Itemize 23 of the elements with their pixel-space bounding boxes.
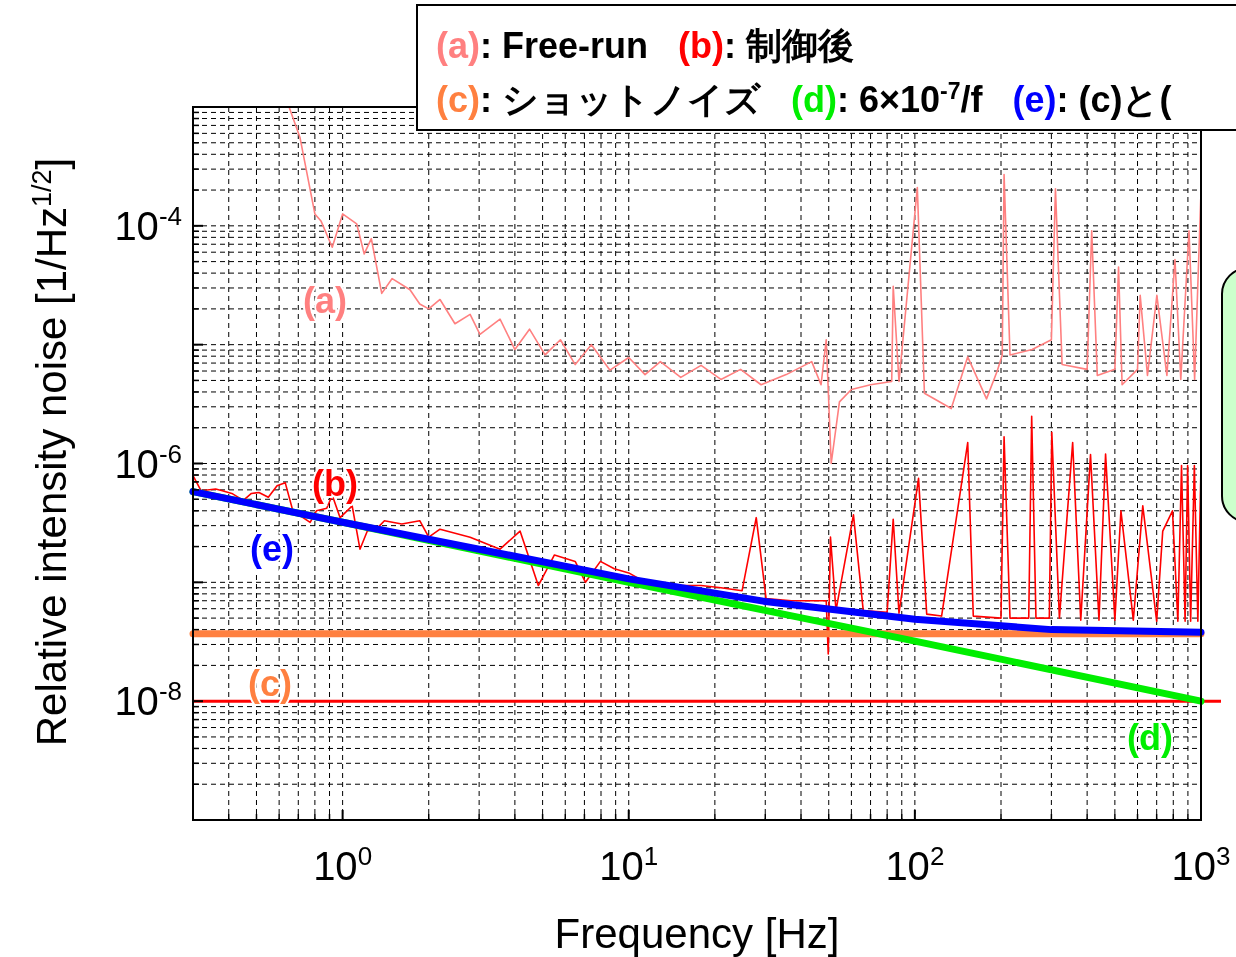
x-tick-label: 10$^{0}$ [313,841,373,888]
text: (c) [436,79,480,120]
annotation: (e) [250,528,294,569]
x-axis-title: Frequency [Hz] [554,910,840,957]
x-tick-label: 10$^{1}$ [599,841,659,888]
annotation: : 6×10$^{-7}$/f [836,78,984,120]
text: : Free-run [480,25,649,66]
annotation: : ショットノイズ [480,79,762,120]
text: (a) [436,25,480,66]
y-tick-label: 10$^{-4}$ [114,200,182,248]
x-tick-label: 10$^{2}$ [885,841,945,888]
text: (e) [1012,79,1057,120]
x-tick-label: 10$^{3}$ [1171,841,1231,888]
annotation: (b) [312,463,358,504]
y-tick-label: 10$^{-8}$ [114,676,182,724]
annotation: (c) [248,663,292,704]
text: (b) [678,25,724,66]
annotation: (a) [303,280,347,321]
annotation: : (c)と( [1056,79,1172,120]
y-tick-label: 10$^{-6}$ [114,438,182,486]
text: : 制御後 [723,25,854,66]
annotation: (d) [1127,717,1173,758]
text: (d) [791,79,837,120]
